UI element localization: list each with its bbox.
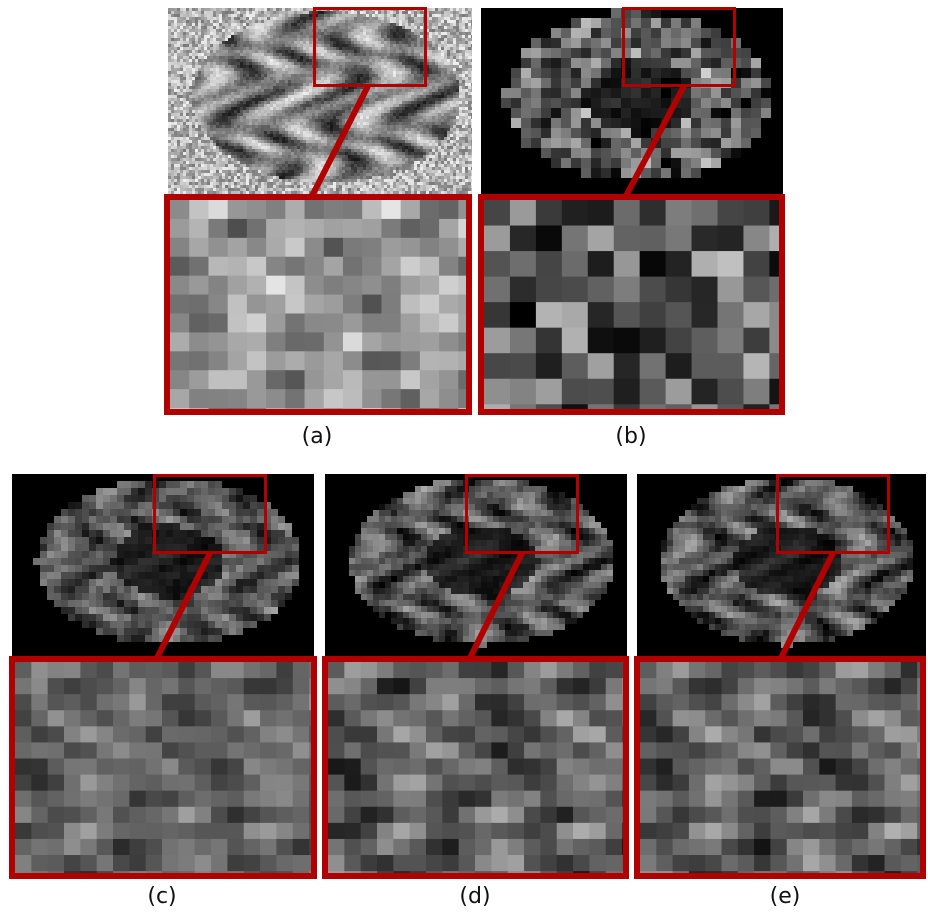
roi-box-a xyxy=(313,7,427,87)
caption-b: (b) xyxy=(615,424,647,449)
zoom-inset-a xyxy=(164,194,472,415)
zoom-inset-c xyxy=(9,656,317,879)
caption-e: (e) xyxy=(769,884,801,909)
roi-box-b xyxy=(622,7,736,87)
roi-box-d xyxy=(465,474,579,554)
caption-c: (c) xyxy=(147,884,177,909)
caption-d: (d) xyxy=(459,884,491,909)
caption-a: (a) xyxy=(301,424,333,449)
zoom-inset-b xyxy=(478,194,785,415)
roi-box-e xyxy=(776,474,890,554)
zoom-inset-d xyxy=(322,656,629,879)
zoom-inset-e xyxy=(634,656,926,879)
roi-box-c xyxy=(153,474,267,554)
